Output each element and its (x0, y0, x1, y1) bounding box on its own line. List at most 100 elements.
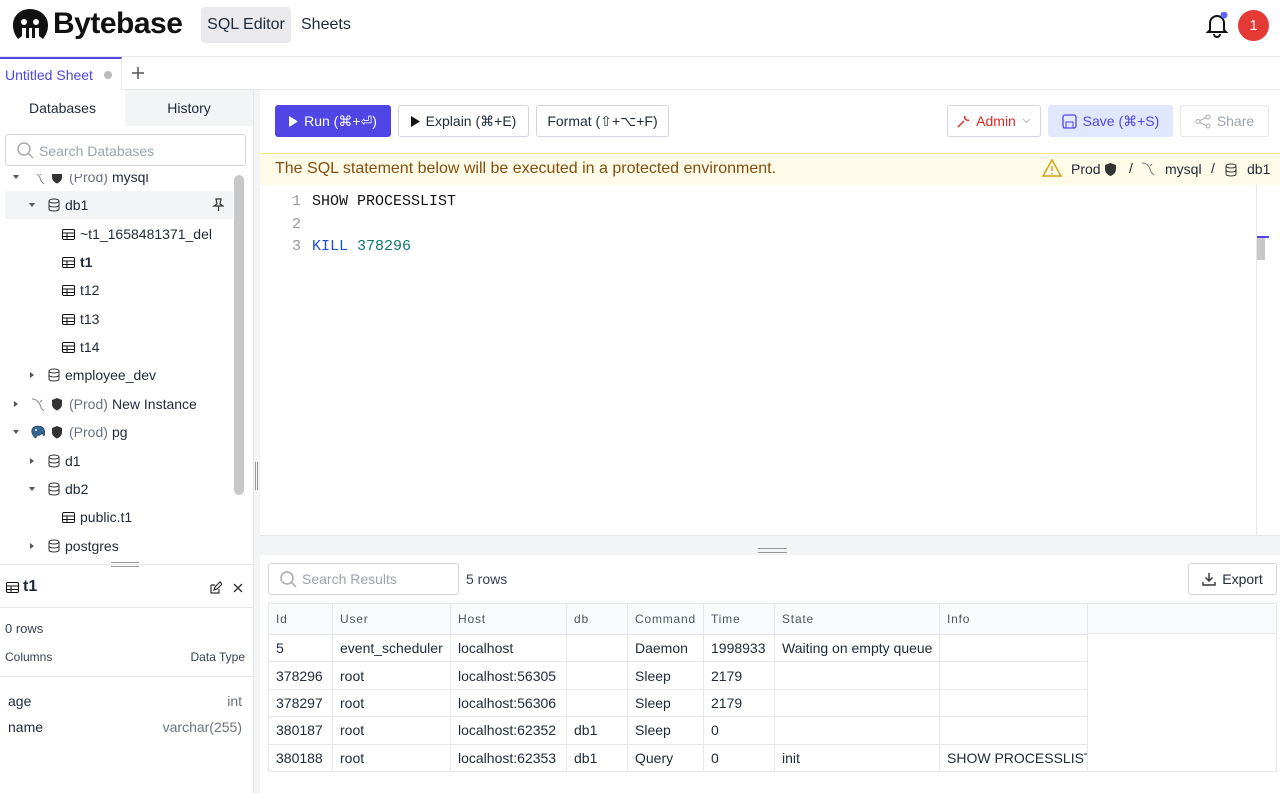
sql-editor[interactable]: 1 SHOW PROCESSLIST 2 3 KILL 378296 (260, 185, 1256, 535)
tree-row[interactable]: ~t1_1658481371_del (5, 220, 233, 248)
column-name: age (8, 693, 32, 709)
tree-row[interactable]: (Prod) mysql (5, 174, 233, 191)
table-icon (62, 227, 75, 240)
editor-ruler (1256, 185, 1257, 535)
detail-title: t1 (23, 578, 38, 595)
column-header[interactable]: Host (450, 603, 567, 635)
table-icon (6, 582, 19, 593)
instance-icon (30, 425, 46, 440)
horizontal-splitter[interactable] (260, 535, 1280, 555)
sheet-tab[interactable]: Untitled Sheet (0, 57, 122, 90)
column-header[interactable]: Time (703, 603, 775, 635)
chevron (1022, 118, 1031, 124)
result-row: 5 event_scheduler localhost Daemon 1998933 Wa… (268, 633, 1088, 663)
column-header[interactable]: Id (268, 603, 333, 635)
column-header[interactable]: State (774, 603, 940, 635)
tree-row[interactable]: db2 (5, 475, 233, 503)
instance: mysql (1165, 161, 1202, 177)
shield-icon-svg (52, 174, 62, 184)
tree-row[interactable]: (Prod) New Instance (5, 390, 233, 418)
tree-row[interactable]: employee_dev (5, 361, 233, 389)
column-header[interactable]: User (332, 603, 451, 635)
column-type: varchar(255) (162, 719, 242, 735)
result-cell (774, 661, 940, 690)
search-placeholder: Search Databases (39, 143, 155, 159)
table-icon-svg (62, 285, 75, 297)
tree-row[interactable]: t14 (5, 333, 233, 361)
expand-arrow (12, 428, 20, 436)
result-cell: db1 (566, 716, 628, 745)
admin-button[interactable]: Admin (947, 105, 1041, 137)
resize-handle[interactable] (255, 462, 258, 490)
tree-row[interactable]: (Prod) pg (5, 418, 233, 446)
result-cell: 1998933 (703, 633, 775, 663)
database-tree: (Prod) mysql db1 ~t1_1658481371_del t1 t12 t13… (0, 174, 253, 564)
result-cell: SHOW PROCESSLIST (939, 743, 1088, 772)
table-icon (62, 340, 75, 354)
result-cell: Sleep (627, 661, 704, 690)
column-header[interactable]: Command (627, 603, 704, 635)
search-icon (17, 142, 34, 159)
close-icon[interactable] (233, 583, 243, 593)
result-cell: root (332, 661, 451, 690)
export-button[interactable]: Export (1188, 563, 1277, 595)
pin-icon (212, 198, 225, 212)
column-header[interactable]: db (566, 603, 628, 635)
tree-row[interactable]: t13 (5, 305, 233, 333)
avatar[interactable]: 1 (1238, 10, 1269, 41)
tree-row[interactable]: t1 (5, 248, 233, 276)
line-number: 3 (292, 238, 302, 256)
divider (0, 607, 253, 608)
logo-text: Bytebase (53, 7, 183, 40)
results-table: Id User Host db Command Time State Info 5 event_… (268, 603, 1088, 772)
share-button[interactable]: Share (1180, 105, 1269, 137)
tree-row[interactable]: db1 (5, 191, 233, 220)
expand-arrow (28, 485, 36, 493)
sidebar-tab[interactable]: Databases (0, 90, 125, 126)
shield-icon (1105, 163, 1116, 176)
button-label: Share (1216, 113, 1255, 129)
run-button[interactable]: Run (⌘+⏎) (275, 105, 391, 137)
result-cell: Sleep (627, 716, 704, 745)
tree-row[interactable]: postgres (5, 532, 233, 560)
sidebar-tab[interactable]: History (125, 90, 253, 126)
result-cell (566, 633, 628, 663)
resize-handle[interactable] (758, 548, 787, 553)
database-search[interactable]: Search Databases (5, 134, 246, 166)
column-header[interactable]: Info (939, 603, 1088, 635)
tree-row[interactable]: public.t1 (5, 503, 233, 531)
vertical-splitter[interactable] (253, 90, 260, 793)
format-button[interactable]: Format (⇧+⌥+F) (536, 105, 669, 137)
nav-item[interactable]: SQL Editor (201, 7, 291, 43)
tree-row[interactable]: t12 (5, 276, 233, 304)
result-cell: Query (627, 743, 704, 772)
tree-row[interactable]: d1 (5, 447, 233, 475)
expand-arrow (12, 400, 20, 408)
save-button[interactable]: Save (⌘+S) (1048, 105, 1173, 137)
database-icon (48, 198, 60, 212)
results-search[interactable]: Search Results (268, 563, 459, 595)
shield-icon (51, 425, 63, 439)
result-cell (566, 688, 628, 718)
tree-label: t13 (80, 310, 100, 327)
result-cell: 378297 (268, 688, 333, 718)
expand-arrow-svg (13, 430, 19, 435)
edit-icon[interactable] (209, 581, 222, 594)
add-tab[interactable] (131, 66, 145, 80)
column-type: int (227, 693, 242, 709)
download-icon (1202, 573, 1216, 586)
columns-label: Columns (5, 650, 53, 664)
resize-handle[interactable] (111, 562, 139, 567)
explain-button[interactable]: Explain (⌘+E) (398, 105, 529, 137)
instance-icon-svg (36, 174, 45, 185)
shield-icon (51, 397, 63, 411)
notification-bell[interactable] (1205, 12, 1229, 38)
instance-icon (30, 174, 46, 185)
result-cell: root (332, 688, 451, 718)
result-cell (774, 688, 940, 718)
database-icon (48, 539, 60, 553)
result-cell: localhost (450, 633, 567, 663)
nav-item[interactable]: Sheets (301, 16, 351, 33)
divider (0, 564, 253, 565)
